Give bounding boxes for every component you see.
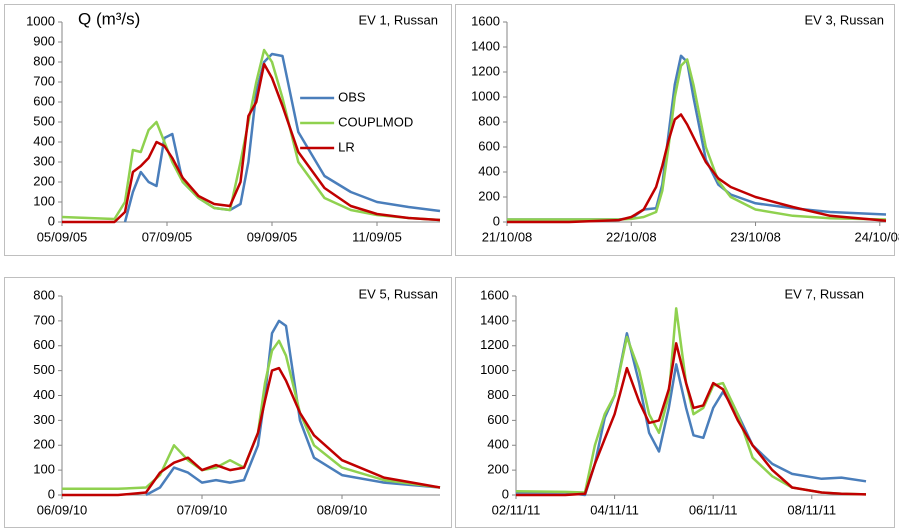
panel-annotation: EV 7, Russan (785, 286, 865, 301)
y-tick-label: 600 (33, 337, 55, 352)
y-tick-label: 1200 (480, 337, 509, 352)
x-tick-label: 04/11/11 (590, 502, 639, 517)
y-tick-label: 400 (478, 163, 500, 178)
x-tick-label: 08/09/10 (317, 502, 368, 517)
series-line (62, 366, 441, 497)
series-line (62, 62, 441, 224)
y-tick-label: 200 (33, 437, 55, 452)
panel-annotation: EV 5, Russan (359, 286, 439, 301)
panel-frame (4, 4, 452, 256)
x-tick-label: 09/09/05 (247, 229, 298, 244)
x-tick-label: 24/10/08 (854, 229, 899, 244)
y-tick-label: 1200 (471, 63, 500, 78)
y-tick-label: 800 (478, 113, 500, 128)
y-tick-label: 400 (33, 387, 55, 402)
y-tick-label: 300 (33, 153, 55, 168)
y-tick-label: 900 (33, 33, 55, 48)
legend-label: LR (338, 139, 355, 154)
y-tick-label: 600 (33, 93, 55, 108)
y-tick-label: 1400 (471, 38, 500, 53)
panel-annotation: EV 3, Russan (805, 12, 885, 27)
y-tick-label: 200 (478, 188, 500, 203)
y-tick-label: 200 (487, 462, 509, 477)
x-tick-label: 21/10/08 (482, 229, 533, 244)
y-tick-label: 1600 (480, 287, 509, 302)
y-tick-label: 0 (493, 213, 500, 228)
x-tick-label: 07/09/10 (177, 502, 228, 517)
x-tick-label: 07/09/05 (142, 229, 193, 244)
series-line (123, 52, 441, 223)
panel-frame (4, 277, 452, 528)
y-tick-label: 400 (487, 437, 509, 452)
y-tick-label: 800 (33, 287, 55, 302)
x-tick-label: 11/09/05 (352, 229, 402, 244)
x-tick-label: 05/09/05 (37, 229, 88, 244)
y-tick-label: 400 (33, 133, 55, 148)
x-tick-label: 08/11/11 (787, 502, 836, 517)
legend-label: OBS (338, 89, 366, 104)
x-tick-label: 06/11/11 (689, 502, 738, 517)
y-tick-label: 100 (33, 462, 55, 477)
series-line (507, 58, 887, 221)
series-line (515, 307, 867, 496)
series-line (516, 332, 867, 497)
x-tick-label: 02/11/11 (492, 502, 541, 517)
series-line (516, 342, 867, 497)
x-tick-label: 22/10/08 (606, 229, 657, 244)
y-tick-label: 0 (502, 486, 509, 501)
x-tick-label: 23/10/08 (730, 229, 781, 244)
panel-frame (455, 277, 895, 528)
x-tick-label: 06/09/10 (37, 502, 88, 517)
legend-label: COUPLMOD (338, 114, 413, 129)
y-tick-label: 1000 (471, 88, 500, 103)
y-tick-label: 700 (33, 312, 55, 327)
y-tick-label: 800 (33, 53, 55, 68)
series-line (61, 48, 441, 222)
y-tick-label: 600 (478, 138, 500, 153)
y-tick-label: 100 (33, 193, 55, 208)
y-tick-label: 1000 (480, 362, 509, 377)
y-tick-label: 200 (33, 173, 55, 188)
y-tick-label: 300 (33, 412, 55, 427)
y-tick-label: 1600 (471, 13, 500, 28)
y-tick-label: 700 (33, 73, 55, 88)
y-tick-label: 1400 (480, 312, 509, 327)
series-line (507, 113, 887, 224)
y-tick-label: 800 (487, 387, 509, 402)
y-axis-label: Q (m³/s) (78, 9, 140, 28)
y-tick-label: 500 (33, 362, 55, 377)
y-tick-label: 0 (48, 213, 55, 228)
y-tick-label: 0 (48, 486, 55, 501)
series-line (507, 54, 887, 221)
panel-annotation: EV 1, Russan (359, 12, 439, 27)
series-line (62, 339, 441, 491)
panel-frame (455, 4, 895, 256)
y-tick-label: 600 (487, 412, 509, 427)
y-tick-label: 1000 (26, 13, 55, 28)
series-line (145, 319, 441, 497)
y-tick-label: 500 (33, 113, 55, 128)
